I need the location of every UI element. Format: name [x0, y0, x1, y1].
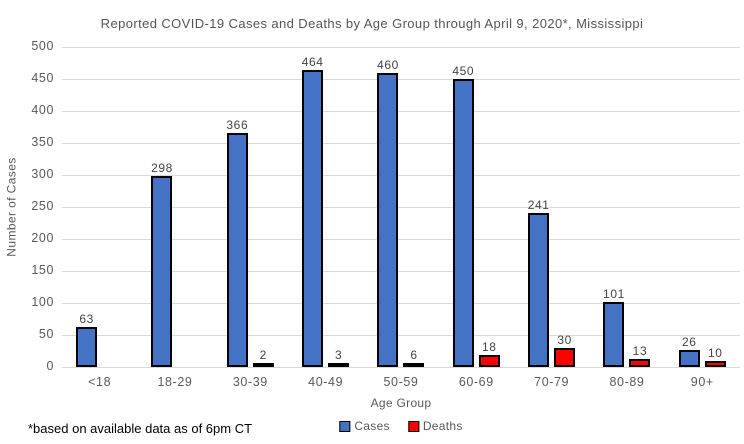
- footnote: *based on available data as of 6pm CT: [28, 421, 253, 436]
- y-tick-label: 400: [31, 103, 54, 117]
- cases-value-label: 298: [151, 161, 173, 176]
- y-tick-label: 150: [31, 263, 54, 277]
- y-axis-ticks: 0 50 100 150 200 250 300 350 400 450 500: [0, 39, 54, 373]
- y-tick-label: 200: [31, 231, 54, 245]
- cases-value-label: 366: [226, 117, 249, 132]
- gridline: [62, 270, 740, 272]
- cases-bar: 63: [76, 312, 98, 367]
- x-tick-label: 90+: [690, 375, 714, 389]
- cases-bar: 298: [151, 161, 173, 367]
- deaths-bar: 10: [704, 346, 726, 367]
- plot-area: 63 298 366 2 464 3 460 6 450 18 241 30 101 13 26 10: [62, 46, 740, 368]
- deaths-value-label: 18: [482, 340, 497, 355]
- gridline: [62, 142, 740, 144]
- deaths-value-label: 2: [259, 348, 267, 362]
- cases-value-label: 464: [301, 55, 324, 70]
- bar-group: 63: [62, 47, 137, 367]
- cases-bar: 460: [377, 58, 399, 367]
- deaths-bar: 6: [403, 348, 425, 367]
- x-tick-label: 80-89: [609, 375, 645, 389]
- cases-value-label: 63: [79, 311, 94, 326]
- y-tick-label: 100: [31, 295, 54, 309]
- bar-group: 241 30: [514, 47, 589, 367]
- cases-bar: 450: [452, 64, 474, 367]
- x-tick-label: 50-59: [383, 375, 419, 389]
- deaths-bar: 2: [252, 348, 274, 367]
- x-tick-label: 18-29: [157, 375, 193, 389]
- chart-title: Reported COVID-19 Cases and Deaths by Ag…: [100, 16, 644, 31]
- legend-item-deaths: Deaths: [407, 419, 463, 433]
- deaths-value-label: 6: [410, 348, 418, 362]
- x-tick-label: <18: [88, 375, 112, 389]
- x-tick-label: 40-49: [308, 375, 344, 389]
- bar-group: 450 18: [439, 47, 514, 367]
- gridline: [62, 366, 740, 368]
- bar-group: 366 2: [213, 47, 288, 367]
- cases-value-label: 460: [377, 57, 399, 72]
- deaths-value-label: 13: [632, 343, 648, 358]
- legend-swatch-deaths: [407, 420, 419, 432]
- x-tick-label: 60-69: [458, 375, 494, 389]
- gridline: [62, 334, 740, 336]
- bar-groups: 63 298 366 2 464 3 460 6 450 18 241 30 101 13 26 10: [62, 47, 740, 367]
- bar-group: 298: [137, 47, 212, 367]
- gridline: [62, 302, 740, 304]
- y-tick-label: 250: [31, 199, 54, 213]
- x-tick-label: 30-39: [232, 375, 268, 389]
- cases-bar: 101: [603, 287, 625, 367]
- bar-group: 101 13: [589, 47, 664, 367]
- gridline: [62, 238, 740, 240]
- gridline: [62, 78, 740, 80]
- legend-label: Deaths: [422, 419, 463, 433]
- y-tick-label: 450: [31, 71, 54, 85]
- deaths-bar: 13: [629, 344, 651, 367]
- cases-value-label: 101: [603, 287, 625, 302]
- gridline: [62, 46, 740, 48]
- deaths-bar: 3: [328, 348, 350, 367]
- y-tick-label: 350: [31, 135, 54, 149]
- deaths-bar: 18: [478, 340, 500, 367]
- cases-value-label: 26: [682, 335, 697, 350]
- gridline: [62, 174, 740, 176]
- cases-bar: 26: [678, 335, 700, 367]
- y-tick-label: 50: [38, 327, 54, 341]
- deaths-value-label: 3: [335, 348, 343, 362]
- deaths-bar: 30: [554, 333, 576, 367]
- y-tick-label: 0: [46, 359, 54, 373]
- legend-label: Cases: [354, 419, 390, 433]
- x-tick-label: 70-79: [534, 375, 570, 389]
- cases-bar: 464: [302, 55, 324, 367]
- legend: Cases Deaths: [339, 419, 462, 433]
- bar-group: 26 10: [665, 47, 740, 367]
- legend-item-cases: Cases: [339, 419, 390, 433]
- x-axis-title: Age Group: [370, 396, 432, 410]
- y-tick-label: 300: [31, 167, 54, 181]
- bar-group: 460 6: [363, 47, 438, 367]
- cases-bar: 366: [226, 118, 248, 367]
- deaths-value-label: 30: [557, 332, 572, 347]
- deaths-value-label: 10: [708, 345, 723, 360]
- bar-group: 464 3: [288, 47, 363, 367]
- y-tick-label: 500: [31, 39, 54, 53]
- cases-value-label: 241: [527, 197, 550, 212]
- cases-bar: 241: [528, 198, 550, 367]
- gridline: [62, 206, 740, 208]
- gridline: [62, 110, 740, 112]
- cases-value-label: 450: [452, 64, 475, 78]
- legend-swatch-cases: [339, 420, 351, 432]
- x-axis-ticks: <18 18-29 30-39 40-49 50-59 60-69 70-79 80-89 90…: [62, 375, 740, 389]
